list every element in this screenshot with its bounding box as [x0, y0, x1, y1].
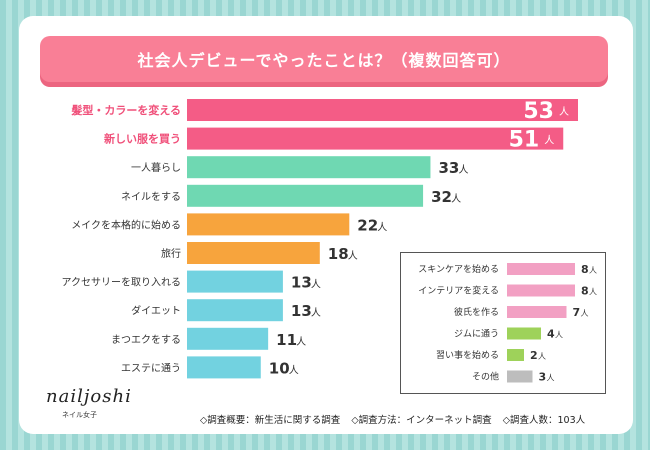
value-label: 51: [509, 128, 540, 153]
others-value-label: 8: [581, 285, 589, 298]
value-unit: 人: [311, 279, 321, 291]
others-value-label: 3: [539, 371, 547, 384]
others-category-label: 彼氏を作る: [454, 306, 499, 318]
bar: [187, 327, 269, 350]
category-label: まつエクをする: [111, 334, 181, 346]
others-value-unit: 人: [589, 266, 597, 275]
value-label: 13: [291, 274, 312, 292]
bar: [187, 270, 283, 293]
others-value-unit: 人: [581, 309, 589, 318]
category-label: ネイルをする: [121, 191, 181, 203]
bar: [187, 184, 424, 207]
value-unit: 人: [559, 106, 569, 118]
others-value-unit: 人: [538, 352, 546, 361]
others-bar: [507, 349, 524, 361]
bar: [187, 213, 350, 236]
survey-count: ◇調査人数：103人: [502, 415, 586, 426]
value-label: 22: [357, 216, 378, 234]
others-category-label: その他: [472, 371, 499, 383]
value-label: 13: [291, 302, 312, 320]
brand-logo-subtitle: ネイル女子: [62, 411, 97, 419]
survey-summary: ◇調査概要：新生活に関する調査: [200, 415, 341, 426]
value-unit: 人: [451, 193, 461, 205]
others-value-unit: 人: [589, 288, 597, 297]
value-label: 32: [431, 188, 452, 206]
bar: [187, 299, 283, 322]
category-label: エステに通う: [121, 362, 181, 374]
others-bar: [507, 284, 575, 297]
chart-title: 社会人デビューでやったことは？（複数回答可）: [40, 36, 608, 82]
others-category-label: スキンケアを始める: [418, 263, 499, 275]
category-label: メイクを本格的に始める: [71, 218, 181, 231]
brand-logo: nailjoshi: [46, 386, 132, 407]
value-unit: 人: [348, 250, 358, 262]
survey-footer: ◇調査概要：新生活に関する調査 ◇調査方法：インターネット調査 ◇調査人数：10…: [200, 412, 630, 426]
value-label: 18: [328, 245, 349, 263]
category-label: 新しい服を買う: [104, 132, 181, 146]
value-unit: 人: [377, 221, 387, 233]
category-label: 一人暮らし: [131, 161, 181, 174]
others-value-label: 8: [581, 263, 589, 276]
others-bar: [507, 263, 575, 275]
value-label: 10: [269, 359, 290, 377]
value-label: 11: [276, 331, 297, 349]
others-category-label: インテリアを変える: [418, 285, 499, 297]
value-unit: 人: [544, 135, 554, 147]
others-value-unit: 人: [547, 374, 555, 383]
value-unit: 人: [311, 307, 321, 319]
value-unit: 人: [289, 364, 299, 376]
bar: [187, 99, 578, 121]
value-unit: 人: [296, 336, 306, 348]
others-value-label: 4: [547, 328, 555, 341]
survey-method: ◇調査方法：インターネット調査: [351, 415, 492, 426]
others-bar: [507, 327, 541, 340]
bar: [187, 356, 261, 379]
category-label: 旅行: [161, 247, 181, 260]
category-label: 髪型・カラーを変える: [70, 103, 181, 117]
others-value-unit: 人: [555, 331, 563, 340]
bar: [187, 127, 564, 150]
others-value-label: 2: [530, 349, 538, 362]
others-bar: [507, 370, 533, 383]
others-value-label: 7: [573, 306, 581, 319]
value-label: 33: [438, 159, 459, 177]
bar: [187, 156, 431, 179]
others-category-label: 習い事を始める: [436, 349, 499, 361]
category-label: アクセサリーを取り入れる: [62, 277, 182, 289]
value-label: 53: [523, 99, 554, 124]
others-breakdown-box: スキンケアを始める 8 人インテリアを変える 8 人彼氏を作る 7 人ジムに通う 4 人習い事を…: [400, 252, 606, 394]
bar: [187, 242, 320, 264]
category-label: ダイエット: [131, 304, 181, 317]
value-unit: 人: [458, 164, 468, 176]
others-category-label: ジムに通う: [454, 329, 499, 340]
others-bar: [507, 306, 567, 318]
